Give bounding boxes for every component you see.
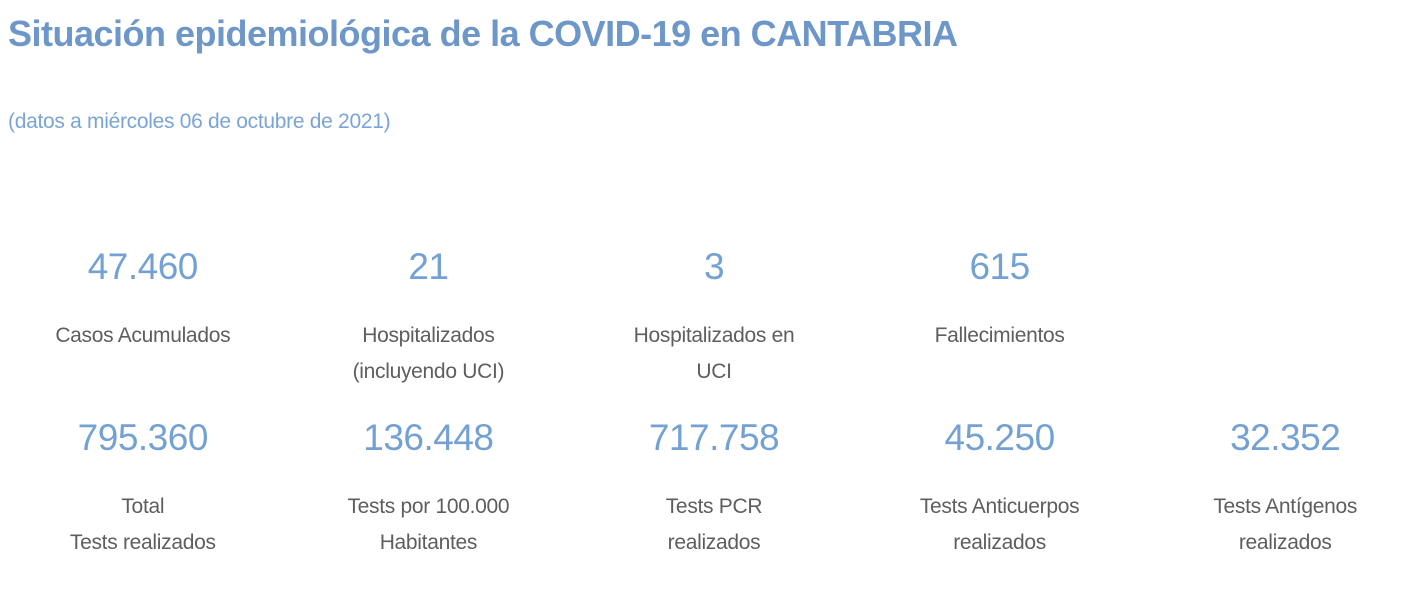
kpi-card-total-tests: 795.360 Total Tests realizados: [0, 416, 286, 561]
kpi-card-fallecimientos: 615 Fallecimientos: [857, 245, 1143, 390]
kpi-label-line: (incluyendo UCI): [352, 360, 505, 383]
kpi-label-line: Tests Antígenos: [1213, 495, 1358, 518]
kpi-value: 32.352: [1230, 417, 1341, 458]
kpi-label-line: realizados: [667, 531, 761, 554]
kpi-card-tests-anticuerpos: 45.250 Tests Anticuerpos realizados: [857, 416, 1143, 561]
kpi-card-hospitalizados-uci: 3 Hospitalizados en UCI: [571, 245, 857, 390]
kpi-label-line: Hospitalizados: [362, 324, 495, 347]
kpi-label-line: Tests PCR: [665, 495, 763, 518]
kpi-label-line: Hospitalizados en: [633, 324, 795, 347]
kpi-label-line: realizados: [1238, 531, 1332, 554]
kpi-label-line: UCI: [696, 360, 732, 383]
kpi-label: Tests por 100.000 Habitantes: [296, 489, 562, 561]
kpi-value: 795.360: [77, 417, 209, 458]
kpi-card-casos-acumulados: 47.460 Casos Acumulados: [0, 245, 286, 390]
kpi-label-line: Tests realizados: [69, 531, 216, 554]
kpi-row-tests: 795.360 Total Tests realizados 136.448 T…: [0, 416, 1428, 561]
kpi-label-line: Casos Acumulados: [55, 324, 231, 347]
kpi-label: Casos Acumulados: [10, 318, 276, 354]
kpi-card-tests-antigenos: 32.352 Tests Antígenos realizados: [1142, 416, 1428, 561]
kpi-label-line: Tests Anticuerpos: [919, 495, 1080, 518]
kpi-card-hospitalizados: 21 Hospitalizados (incluyendo UCI): [286, 245, 572, 390]
kpi-label-line: Tests por 100.000: [347, 495, 510, 518]
kpi-value: 3: [703, 246, 725, 287]
kpi-value: 136.448: [363, 417, 494, 458]
page-title: Situación epidemiológica de la COVID-19 …: [8, 13, 958, 54]
page-subtitle: (datos a miércoles 06 de octubre de 2021…: [8, 110, 391, 133]
kpi-label-line: Total: [121, 495, 165, 518]
kpi-label: Hospitalizados (incluyendo UCI): [296, 318, 562, 390]
kpi-card-tests-pcr: 717.758 Tests PCR realizados: [571, 416, 857, 561]
kpi-label: Tests PCR realizados: [581, 489, 847, 561]
kpi-label: Fallecimientos: [867, 318, 1133, 354]
kpi-label-line: Habitantes: [379, 531, 478, 554]
kpi-label: Tests Anticuerpos realizados: [867, 489, 1133, 561]
kpi-label: Hospitalizados en UCI: [581, 318, 847, 390]
kpi-row-primary: 47.460 Casos Acumulados 21 Hospitalizado…: [0, 245, 1428, 390]
kpi-label: Total Tests realizados: [10, 489, 276, 561]
kpi-label-line: Fallecimientos: [934, 324, 1065, 347]
kpi-card-tests-por-100000: 136.448 Tests por 100.000 Habitantes: [286, 416, 572, 561]
kpi-value: 21: [408, 246, 449, 287]
kpi-value: 47.460: [87, 246, 199, 287]
kpi-label-line: realizados: [953, 531, 1046, 554]
kpi-value: 615: [969, 246, 1030, 287]
kpi-label: Tests Antígenos realizados: [1152, 489, 1418, 561]
kpi-value: 45.250: [944, 417, 1056, 458]
kpi-value: 717.758: [648, 417, 780, 458]
